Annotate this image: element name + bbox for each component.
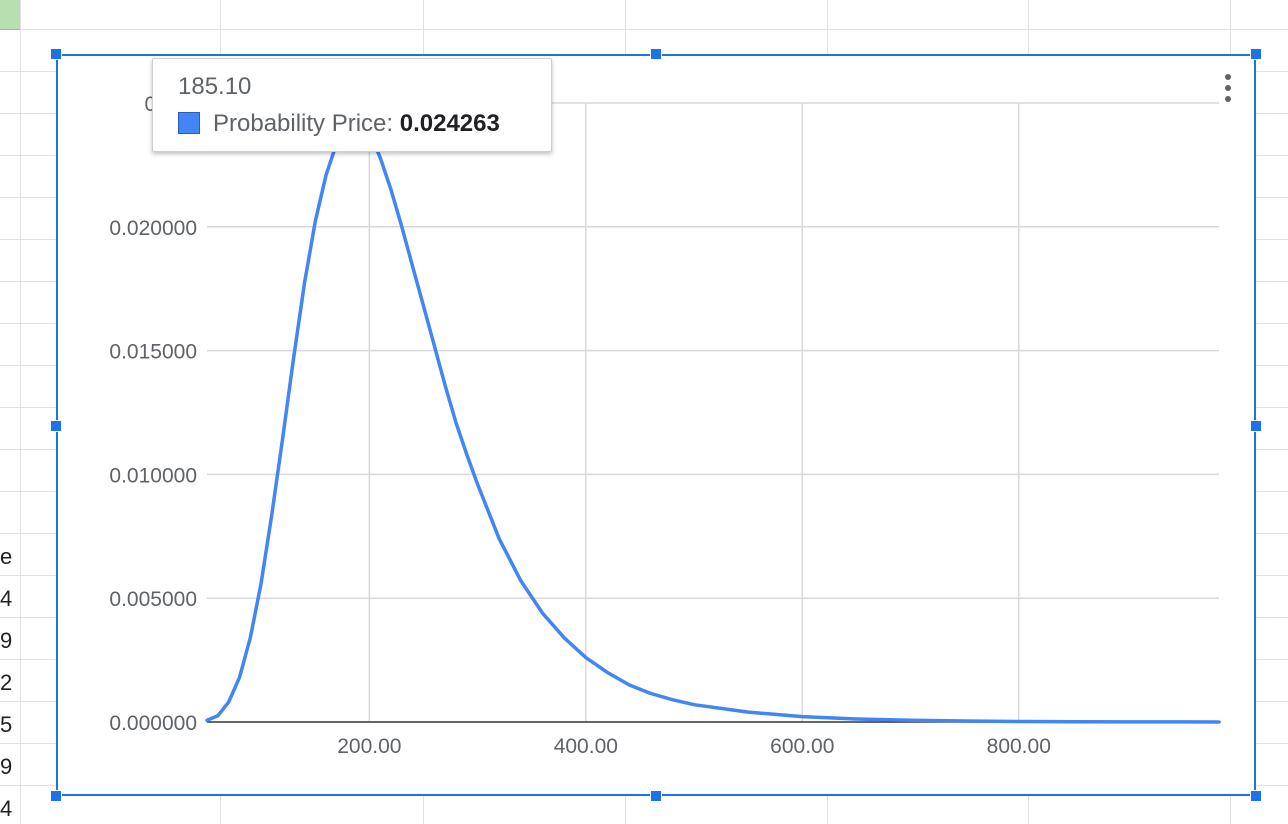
resize-handle-right[interactable] xyxy=(1250,420,1262,432)
x-tick-label: 600.00 xyxy=(770,735,834,758)
y-tick-label: 0.010000 xyxy=(109,464,197,487)
line-chart: 0.000000 0.005000 0.010000 0.015000 0.020000… xyxy=(109,93,1221,758)
cell-text-fragment: e xyxy=(0,544,13,569)
y-tick-label: 0.005000 xyxy=(109,588,197,611)
tooltip-x-value: 185.10 xyxy=(178,73,252,100)
cell-text-fragment: 9 xyxy=(0,628,13,653)
resize-handle-bottom[interactable] xyxy=(650,790,662,802)
tooltip-series-swatch xyxy=(178,112,200,134)
resize-handle-bottom-left[interactable] xyxy=(50,790,62,802)
cell-text-fragment: 5 xyxy=(0,712,13,737)
tooltip-series-value: 0.024263 xyxy=(399,110,500,137)
series-line-probability-price[interactable] xyxy=(205,119,1221,724)
more-vert-icon[interactable] xyxy=(1225,74,1231,80)
tooltip-series-line: Probability Price: 0.024263 xyxy=(213,110,500,138)
chart-container[interactable]: 0.000000 0.005000 0.010000 0.015000 0.020000… xyxy=(56,54,1256,796)
y-tick-label: 0.020000 xyxy=(109,217,197,240)
resize-handle-top-left[interactable] xyxy=(50,48,62,60)
cell-text-fragment: 2 xyxy=(0,670,13,695)
resize-handle-bottom-right[interactable] xyxy=(1250,790,1262,802)
y-tick-label: 0.000000 xyxy=(109,712,197,735)
cell-text-fragment: 4 xyxy=(0,796,13,821)
more-vert-icon-dot[interactable] xyxy=(1225,96,1231,102)
x-tick-label: 800.00 xyxy=(987,735,1051,758)
more-vert-icon-dot[interactable] xyxy=(1225,85,1231,91)
selected-cell[interactable] xyxy=(0,0,20,30)
x-tick-label: 200.00 xyxy=(337,735,401,758)
y-tick-label: 0.015000 xyxy=(109,341,197,364)
x-tick-label: 400.00 xyxy=(554,735,618,758)
cell-text-fragment: 4 xyxy=(0,586,13,611)
resize-handle-top-right[interactable] xyxy=(1250,48,1262,60)
resize-handle-top[interactable] xyxy=(650,48,662,60)
resize-handle-left[interactable] xyxy=(50,420,62,432)
cell-text-fragment: 9 xyxy=(0,754,13,779)
data-tooltip: 185.10 Probability Price: 0.024263 xyxy=(152,58,552,152)
tooltip-series-label: Probability Price: xyxy=(213,110,394,137)
